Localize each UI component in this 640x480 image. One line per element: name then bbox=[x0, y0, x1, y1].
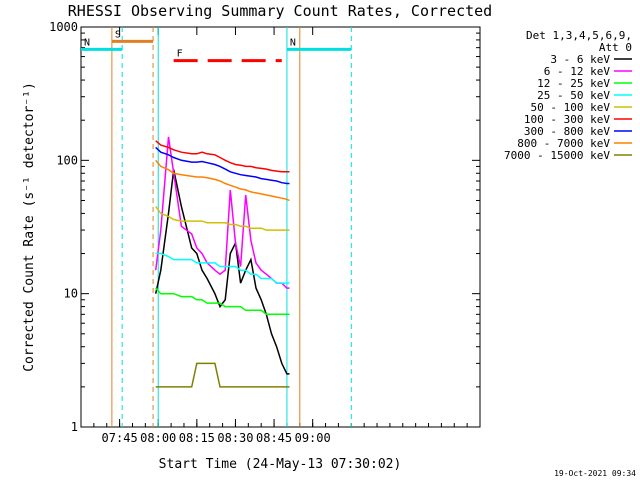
series-line-4 bbox=[155, 252, 290, 284]
series-line-8 bbox=[155, 159, 290, 202]
y-tick-label: 1 bbox=[71, 420, 78, 434]
legend-entry-label: 50 - 100 keV bbox=[531, 101, 611, 114]
x-tick-label: 08:15 bbox=[179, 431, 215, 445]
series-line-1 bbox=[154, 169, 290, 375]
axes-ticks: 07:45 08:00 08:15 08:30 08:45 09:00 1 10 100 1000 bbox=[49, 20, 481, 445]
flag-label: N bbox=[84, 37, 90, 48]
y-tick-label: 100 bbox=[56, 153, 78, 167]
legend-entry-label: 3 - 6 keV bbox=[550, 53, 610, 66]
legend-entry-label: 25 - 50 keV bbox=[537, 89, 610, 102]
legend-entry-label: 100 - 300 keV bbox=[524, 113, 610, 126]
y-tick-label: 10 bbox=[64, 287, 78, 301]
series-line-5 bbox=[155, 206, 290, 231]
x-tick-label: 08:00 bbox=[140, 431, 176, 445]
flag-label: F bbox=[177, 49, 183, 60]
series-line-9 bbox=[155, 362, 290, 388]
chart-title: RHESSI Observing Summary Count Rates, Co… bbox=[68, 2, 492, 20]
series-line-7 bbox=[155, 146, 290, 185]
legend-entry-label: 300 - 800 keV bbox=[524, 125, 610, 138]
legend-entry-label: 12 - 25 keV bbox=[537, 77, 610, 90]
x-tick-label: 09:00 bbox=[295, 431, 331, 445]
series-line-3 bbox=[155, 287, 290, 316]
flag-markers: S N N F bbox=[81, 27, 352, 427]
y-axis-label: Corrected Count Rate (s⁻¹ detector⁻¹) bbox=[22, 82, 37, 372]
flag-label: N bbox=[290, 37, 296, 48]
flag-label: S bbox=[115, 29, 121, 40]
legend-entry-label: 7000 - 15000 keV bbox=[504, 149, 610, 162]
legend-entry-label: 6 - 12 keV bbox=[544, 65, 611, 78]
footer-timestamp: 19-Oct-2021 09:34 bbox=[554, 469, 636, 478]
x-tick-label: 07:45 bbox=[102, 431, 138, 445]
series-lines bbox=[154, 136, 290, 388]
plot-frame bbox=[80, 26, 481, 428]
x-tick-label: 08:30 bbox=[217, 431, 253, 445]
x-axis-label: Start Time (24-May-13 07:30:02) bbox=[159, 457, 402, 472]
legend-header: Det 1,3,4,5,6,9, bbox=[526, 29, 632, 42]
y-tick-label: 1000 bbox=[49, 20, 78, 34]
legend-header: Att 0 bbox=[599, 41, 632, 54]
x-tick-label: 08:45 bbox=[256, 431, 292, 445]
legend-entry-label: 800 - 7000 keV bbox=[517, 137, 610, 150]
series-line-6 bbox=[155, 140, 290, 173]
